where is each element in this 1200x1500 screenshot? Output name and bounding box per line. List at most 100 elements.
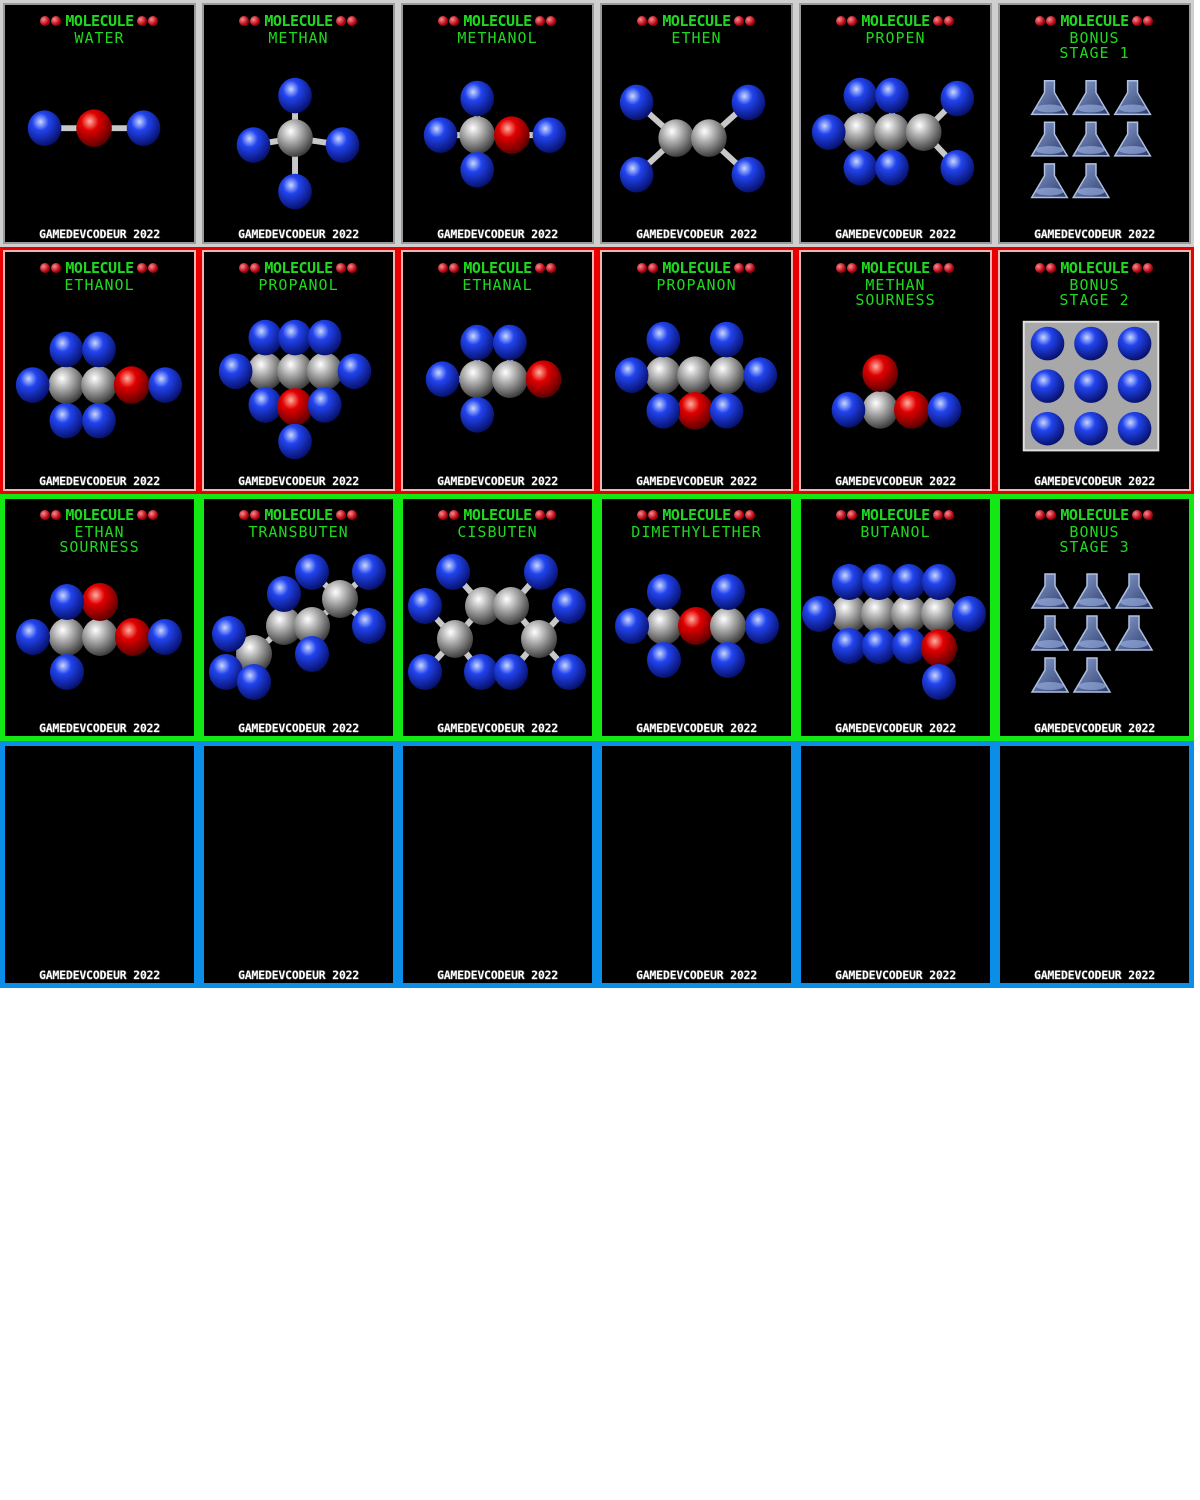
card-face: GAMEDEVCODEUR 2022 xyxy=(1000,746,1189,983)
card-footer: GAMEDEVCODEUR 2022 xyxy=(1033,227,1156,241)
hydrogen-atom xyxy=(843,149,878,186)
cherry-dots-icon xyxy=(239,16,261,27)
oxygen-atom xyxy=(525,360,562,398)
hydrogen-atom xyxy=(743,357,778,394)
hydrogen-atom xyxy=(50,654,84,690)
grid-sphere xyxy=(1030,369,1065,403)
hydrogen-atom xyxy=(532,117,567,153)
cherry-dots-icon xyxy=(733,263,756,274)
hydrogen-atom xyxy=(831,392,866,428)
hydrogen-atom xyxy=(711,642,745,678)
hydrogen-atom xyxy=(49,402,84,439)
card-footer: GAMEDEVCODEUR 2022 xyxy=(237,968,360,982)
carbon-atom xyxy=(677,356,713,395)
cherry-dots-icon xyxy=(733,510,756,521)
card-footer: GAMEDEVCODEUR 2022 xyxy=(635,227,758,241)
cherry-dots-icon xyxy=(1131,16,1154,27)
cherry-dots-icon xyxy=(239,263,261,274)
hydrogen-atom xyxy=(15,367,50,403)
header-word: MOLECULE xyxy=(65,506,134,524)
hydrogen-atom xyxy=(646,321,681,358)
oxygen-atom xyxy=(277,388,313,426)
flask-icon xyxy=(1071,121,1111,157)
cherry-dots-icon xyxy=(1131,263,1154,274)
hydrogen-atom xyxy=(325,127,360,163)
hydrogen-atom xyxy=(49,331,84,368)
hydrogen-atom xyxy=(307,387,342,423)
hydrogen-atom xyxy=(614,357,649,394)
flask-icon xyxy=(1030,657,1070,693)
flask-icon xyxy=(1072,657,1112,693)
card-footer: GAMEDEVCODEUR 2022 xyxy=(38,474,161,488)
card-face: MOLECULE BONUS STAGE 3 GAMEDEVCODEUR 2022 xyxy=(1000,499,1189,736)
header-word: MOLECULE xyxy=(264,506,333,524)
card-footer: GAMEDEVCODEUR 2022 xyxy=(38,968,161,982)
header-word: MOLECULE xyxy=(264,259,333,277)
card-header: MOLECULE xyxy=(5,260,194,276)
card-header: MOLECULE xyxy=(602,507,791,523)
carbon-atom xyxy=(236,635,272,673)
molecule-name: ETHANOL xyxy=(64,276,135,294)
molecule-card: MOLECULE BONUS STAGE 1 GAMEDEVCODEUR 2022 xyxy=(995,0,1194,247)
carbon-atom xyxy=(48,366,85,404)
header-word: MOLECULE xyxy=(1060,506,1129,524)
hydrogen-atom xyxy=(82,331,116,368)
hydrogen-atom xyxy=(212,616,246,652)
card-header: MOLECULE xyxy=(801,13,990,29)
card-footer: GAMEDEVCODEUR 2022 xyxy=(1033,968,1156,982)
flask-icon xyxy=(1114,573,1154,609)
cherry-dots-icon xyxy=(1035,263,1057,274)
oxygen-atom xyxy=(862,354,898,393)
card-face: GAMEDEVCODEUR 2022 xyxy=(204,746,393,983)
header-word: MOLECULE xyxy=(65,259,134,277)
card-footer: GAMEDEVCODEUR 2022 xyxy=(436,968,559,982)
card-header: MOLECULE xyxy=(5,13,194,29)
molecule-card: MOLECULE WATER GAMEDEVCODEUR 2022 xyxy=(0,0,199,247)
card-header: MOLECULE xyxy=(403,507,592,523)
hydrogen-atom xyxy=(352,554,386,590)
molecule-model xyxy=(27,109,161,148)
hydrogen-atom xyxy=(148,367,183,403)
card-header: MOLECULE xyxy=(1000,507,1189,523)
card-face: GAMEDEVCODEUR 2022 xyxy=(5,746,194,983)
hydrogen-atom xyxy=(619,156,654,193)
carbon-atom xyxy=(437,620,473,658)
cherry-dots-icon xyxy=(1035,16,1057,27)
card-face: MOLECULE ETHAN SOURNESS GAMEDEVCODEUR 2022 xyxy=(5,499,194,736)
hydrogen-atom xyxy=(922,564,956,600)
oxygen-atom xyxy=(494,116,530,154)
molecule-name: PROPANON xyxy=(656,276,737,294)
card-footer: GAMEDEVCODEUR 2022 xyxy=(1033,474,1156,488)
cherry-dots-icon xyxy=(534,510,557,521)
hydrogen-atom xyxy=(940,80,975,117)
hydrogen-atom xyxy=(811,114,846,150)
hydrogen-atom xyxy=(615,608,649,644)
molecule-card: MOLECULE DIMETHYLETHER GAMEDEVCODEUR 2022 xyxy=(597,494,796,741)
header-word: MOLECULE xyxy=(662,506,731,524)
card-face: MOLECULE DIMETHYLETHER GAMEDEVCODEUR 2022 xyxy=(602,499,791,736)
grid-sphere xyxy=(1074,369,1108,403)
card-face: MOLECULE PROPANON GAMEDEVCODEUR 2022 xyxy=(600,250,793,491)
hydrogen-atom xyxy=(267,576,301,612)
hydrogen-atom xyxy=(940,149,975,186)
cherry-dots-icon xyxy=(534,16,557,27)
flask-icon xyxy=(1030,163,1069,199)
card-footer: GAMEDEVCODEUR 2022 xyxy=(237,721,360,735)
cherry-dots-icon xyxy=(932,510,955,521)
flask-icon xyxy=(1030,573,1070,609)
molecule-model xyxy=(236,77,360,210)
hydrogen-atom xyxy=(307,319,342,356)
molecule-name: BONUS STAGE 2 xyxy=(1059,276,1130,309)
card-header: MOLECULE xyxy=(403,260,592,276)
cherry-dots-icon xyxy=(136,263,159,274)
hydrogen-atom xyxy=(295,636,329,672)
oxygen-atom xyxy=(115,618,151,656)
grid-sphere xyxy=(1117,369,1152,403)
hydrogen-atom xyxy=(408,654,442,690)
carbon-atom xyxy=(465,587,501,625)
card-footer: GAMEDEVCODEUR 2022 xyxy=(1033,721,1156,735)
cherry-dots-icon xyxy=(637,263,659,274)
card-face: MOLECULE METHANOL GAMEDEVCODEUR 2022 xyxy=(401,3,594,244)
hydrogen-atom xyxy=(27,110,62,147)
grid-sphere xyxy=(1030,411,1065,446)
